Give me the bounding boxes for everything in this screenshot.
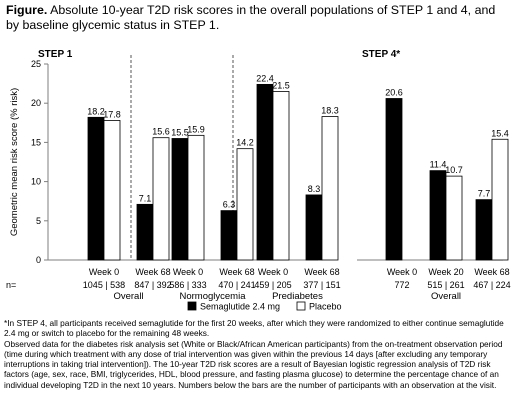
n-count-label: 847 | 392 xyxy=(134,280,171,290)
y-tick-label: 15 xyxy=(31,137,41,147)
y-tick-label: 10 xyxy=(31,177,41,187)
bar-value-label-semaglutide: 22.4 xyxy=(256,73,274,83)
bar-semaglutide xyxy=(171,138,189,261)
bar-value-label-placebo: 17.8 xyxy=(103,109,121,119)
bar-semaglutide xyxy=(136,203,154,261)
bar-placebo xyxy=(491,138,509,261)
n-count-label: 467 | 224 xyxy=(473,280,510,290)
group-label: Prediabetes xyxy=(272,291,323,302)
bar-value-label-semaglutide: 15.5 xyxy=(171,127,189,137)
footnote-step4: *In STEP 4, all participants received se… xyxy=(4,318,504,339)
n-count-label: 470 | 241 xyxy=(218,280,255,290)
bar-semaglutide xyxy=(87,116,105,261)
n-count-label: 1045 | 538 xyxy=(83,280,125,290)
x-tick-label: Week 68 xyxy=(219,267,254,277)
n-count-label: 377 | 151 xyxy=(303,280,340,290)
bar-placebo xyxy=(321,116,339,261)
bar-placebo xyxy=(236,148,254,261)
bar-value-label-semaglutide: 11.4 xyxy=(430,160,447,170)
bar-value-label-placebo: 21.5 xyxy=(272,80,290,90)
bar-value-label-semaglutide: 8.3 xyxy=(308,184,321,194)
group-label: Normoglycemia xyxy=(180,291,247,302)
bar-value-label-placebo: 15.6 xyxy=(152,127,170,137)
x-tick-label: Week 20 xyxy=(428,267,463,277)
x-tick-label: Week 68 xyxy=(135,267,170,277)
x-tick-label: Week 68 xyxy=(474,267,509,277)
x-tick-label: Week 0 xyxy=(173,267,203,277)
bar-semaglutide xyxy=(385,98,403,261)
x-tick-label: Week 0 xyxy=(387,267,417,277)
bar-placebo xyxy=(187,134,205,261)
bar-value-label-semaglutide: 18.2 xyxy=(87,106,105,116)
group-label: Overall xyxy=(113,291,143,302)
bar-semaglutide xyxy=(256,83,274,261)
x-tick-label: Week 0 xyxy=(258,267,288,277)
n-count-label: 515 | 261 xyxy=(427,280,464,290)
figure-label: Figure. xyxy=(6,3,48,17)
bar-placebo xyxy=(445,175,463,261)
figure-caption-text: Absolute 10-year T2D risk scores in the … xyxy=(6,3,496,32)
n-label: n= xyxy=(6,280,16,290)
bar-semaglutide xyxy=(220,210,238,261)
n-count-label: 586 | 333 xyxy=(169,280,206,290)
bar-value-label-semaglutide: 6.3 xyxy=(223,200,236,210)
bar-placebo xyxy=(103,120,121,261)
n-count-label: 772 xyxy=(394,280,409,290)
n-count-label: 459 | 205 xyxy=(254,280,291,290)
footnote-methods: Observed data for the diabetes risk anal… xyxy=(4,338,503,390)
bar-value-label-semaglutide: 7.7 xyxy=(478,189,491,199)
legend-label: Semaglutide 2.4 mg xyxy=(200,302,280,312)
bar-value-label-placebo: 10.7 xyxy=(445,165,463,175)
y-tick-label: 5 xyxy=(36,216,41,226)
bar-semaglutide xyxy=(305,194,323,261)
x-tick-label: Week 0 xyxy=(89,267,119,277)
bar-value-label-semaglutide: 20.6 xyxy=(385,87,403,97)
y-tick-label: 0 xyxy=(36,255,41,265)
footnote: *In STEP 4, all participants received se… xyxy=(4,318,514,390)
group-label: Overall xyxy=(431,291,461,302)
bar-semaglutide xyxy=(475,199,493,261)
bar-value-label-placebo: 14.2 xyxy=(236,138,254,148)
bar-placebo xyxy=(152,137,170,261)
legend-label: Placebo xyxy=(309,302,342,312)
legend-swatch xyxy=(296,301,306,311)
legend-swatch xyxy=(187,301,197,311)
panel-title-step1: STEP 1 xyxy=(38,49,73,60)
y-tick-label: 20 xyxy=(31,98,41,108)
bar-semaglutide xyxy=(429,170,447,261)
y-tick-label: 25 xyxy=(31,59,41,69)
bar-value-label-semaglutide: 7.1 xyxy=(139,193,152,203)
bar-placebo xyxy=(272,91,290,261)
x-tick-label: Week 68 xyxy=(304,267,339,277)
panel-title-step4: STEP 4* xyxy=(362,49,400,60)
bar-value-label-placebo: 15.9 xyxy=(187,124,205,134)
bar-value-label-placebo: 15.4 xyxy=(491,128,509,138)
figure-caption: Figure. Absolute 10-year T2D risk scores… xyxy=(6,3,511,33)
bar-value-label-placebo: 18.3 xyxy=(321,106,339,116)
y-axis-label: Geometric mean risk score (% risk) xyxy=(9,88,20,236)
